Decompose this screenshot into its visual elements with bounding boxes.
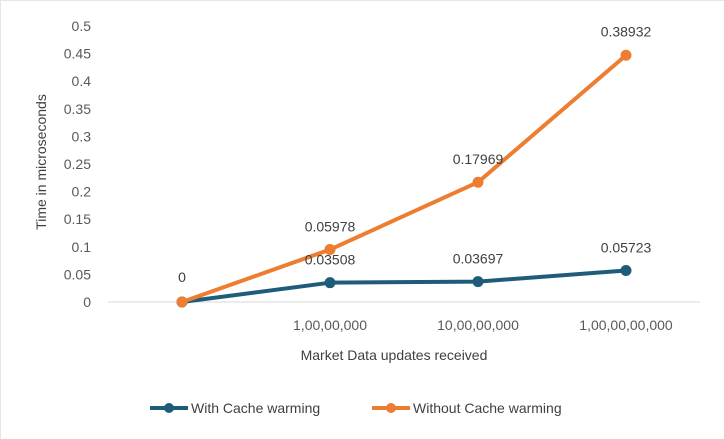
data-point xyxy=(324,244,336,256)
legend-label: With Cache warming xyxy=(191,400,320,416)
sheet-gridline xyxy=(0,0,724,1)
data-point xyxy=(176,296,188,308)
data-label: 0.38932 xyxy=(601,23,652,39)
data-label: 0 xyxy=(178,269,186,285)
data-label: 0.05978 xyxy=(305,219,356,235)
data-labels: 0.03508 0.03697 0.05723 0 0.05978 0.17969 0.38… xyxy=(178,23,651,285)
y-tick-label: 0.15 xyxy=(64,211,91,227)
y-tick-label: 0.4 xyxy=(72,73,92,89)
data-label: 0.17969 xyxy=(453,151,504,167)
x-tick-label: 10,00,00,000 xyxy=(437,317,519,333)
data-point xyxy=(620,265,632,277)
legend: With Cache warming Without Cache warming xyxy=(150,400,562,416)
y-tick-label: 0.5 xyxy=(72,18,92,34)
y-tick-label: 0.3 xyxy=(72,128,92,144)
x-axis-ticks: 1,00,00,000 10,00,00,000 1,00,00,00,000 xyxy=(293,317,673,333)
y-tick-label: 0.35 xyxy=(64,101,91,117)
legend-swatch-marker xyxy=(164,403,174,413)
sheet-gridline xyxy=(0,0,1,439)
data-point xyxy=(620,49,632,61)
y-axis-title: Time in microseconds xyxy=(33,94,49,230)
y-tick-label: 0.25 xyxy=(64,156,91,172)
y-tick-label: 0.45 xyxy=(64,46,91,62)
y-tick-label: 0.2 xyxy=(72,184,92,200)
x-tick-label: 1,00,00,00,000 xyxy=(579,317,673,333)
x-tick-label: 1,00,00,000 xyxy=(293,317,367,333)
data-point xyxy=(324,277,336,289)
series-line xyxy=(180,268,628,304)
data-label: 0.03697 xyxy=(453,251,504,267)
series-line xyxy=(180,53,628,304)
data-label: 0.05723 xyxy=(601,240,652,256)
x-axis-title: Market Data updates received xyxy=(301,347,488,363)
y-axis-ticks: 0 0.05 0.1 0.15 0.2 0.25 0.3 0.35 0.4 0.45 0.5 xyxy=(64,18,91,310)
data-point xyxy=(472,276,484,288)
y-tick-label: 0.05 xyxy=(64,266,91,282)
y-tick-label: 0.1 xyxy=(72,239,92,255)
legend-label: Without Cache warming xyxy=(413,400,562,416)
y-tick-label: 0 xyxy=(83,294,91,310)
series-lines xyxy=(176,49,632,308)
legend-swatch-marker xyxy=(386,403,396,413)
data-point xyxy=(472,176,484,188)
data-label: 0.03508 xyxy=(305,252,356,268)
